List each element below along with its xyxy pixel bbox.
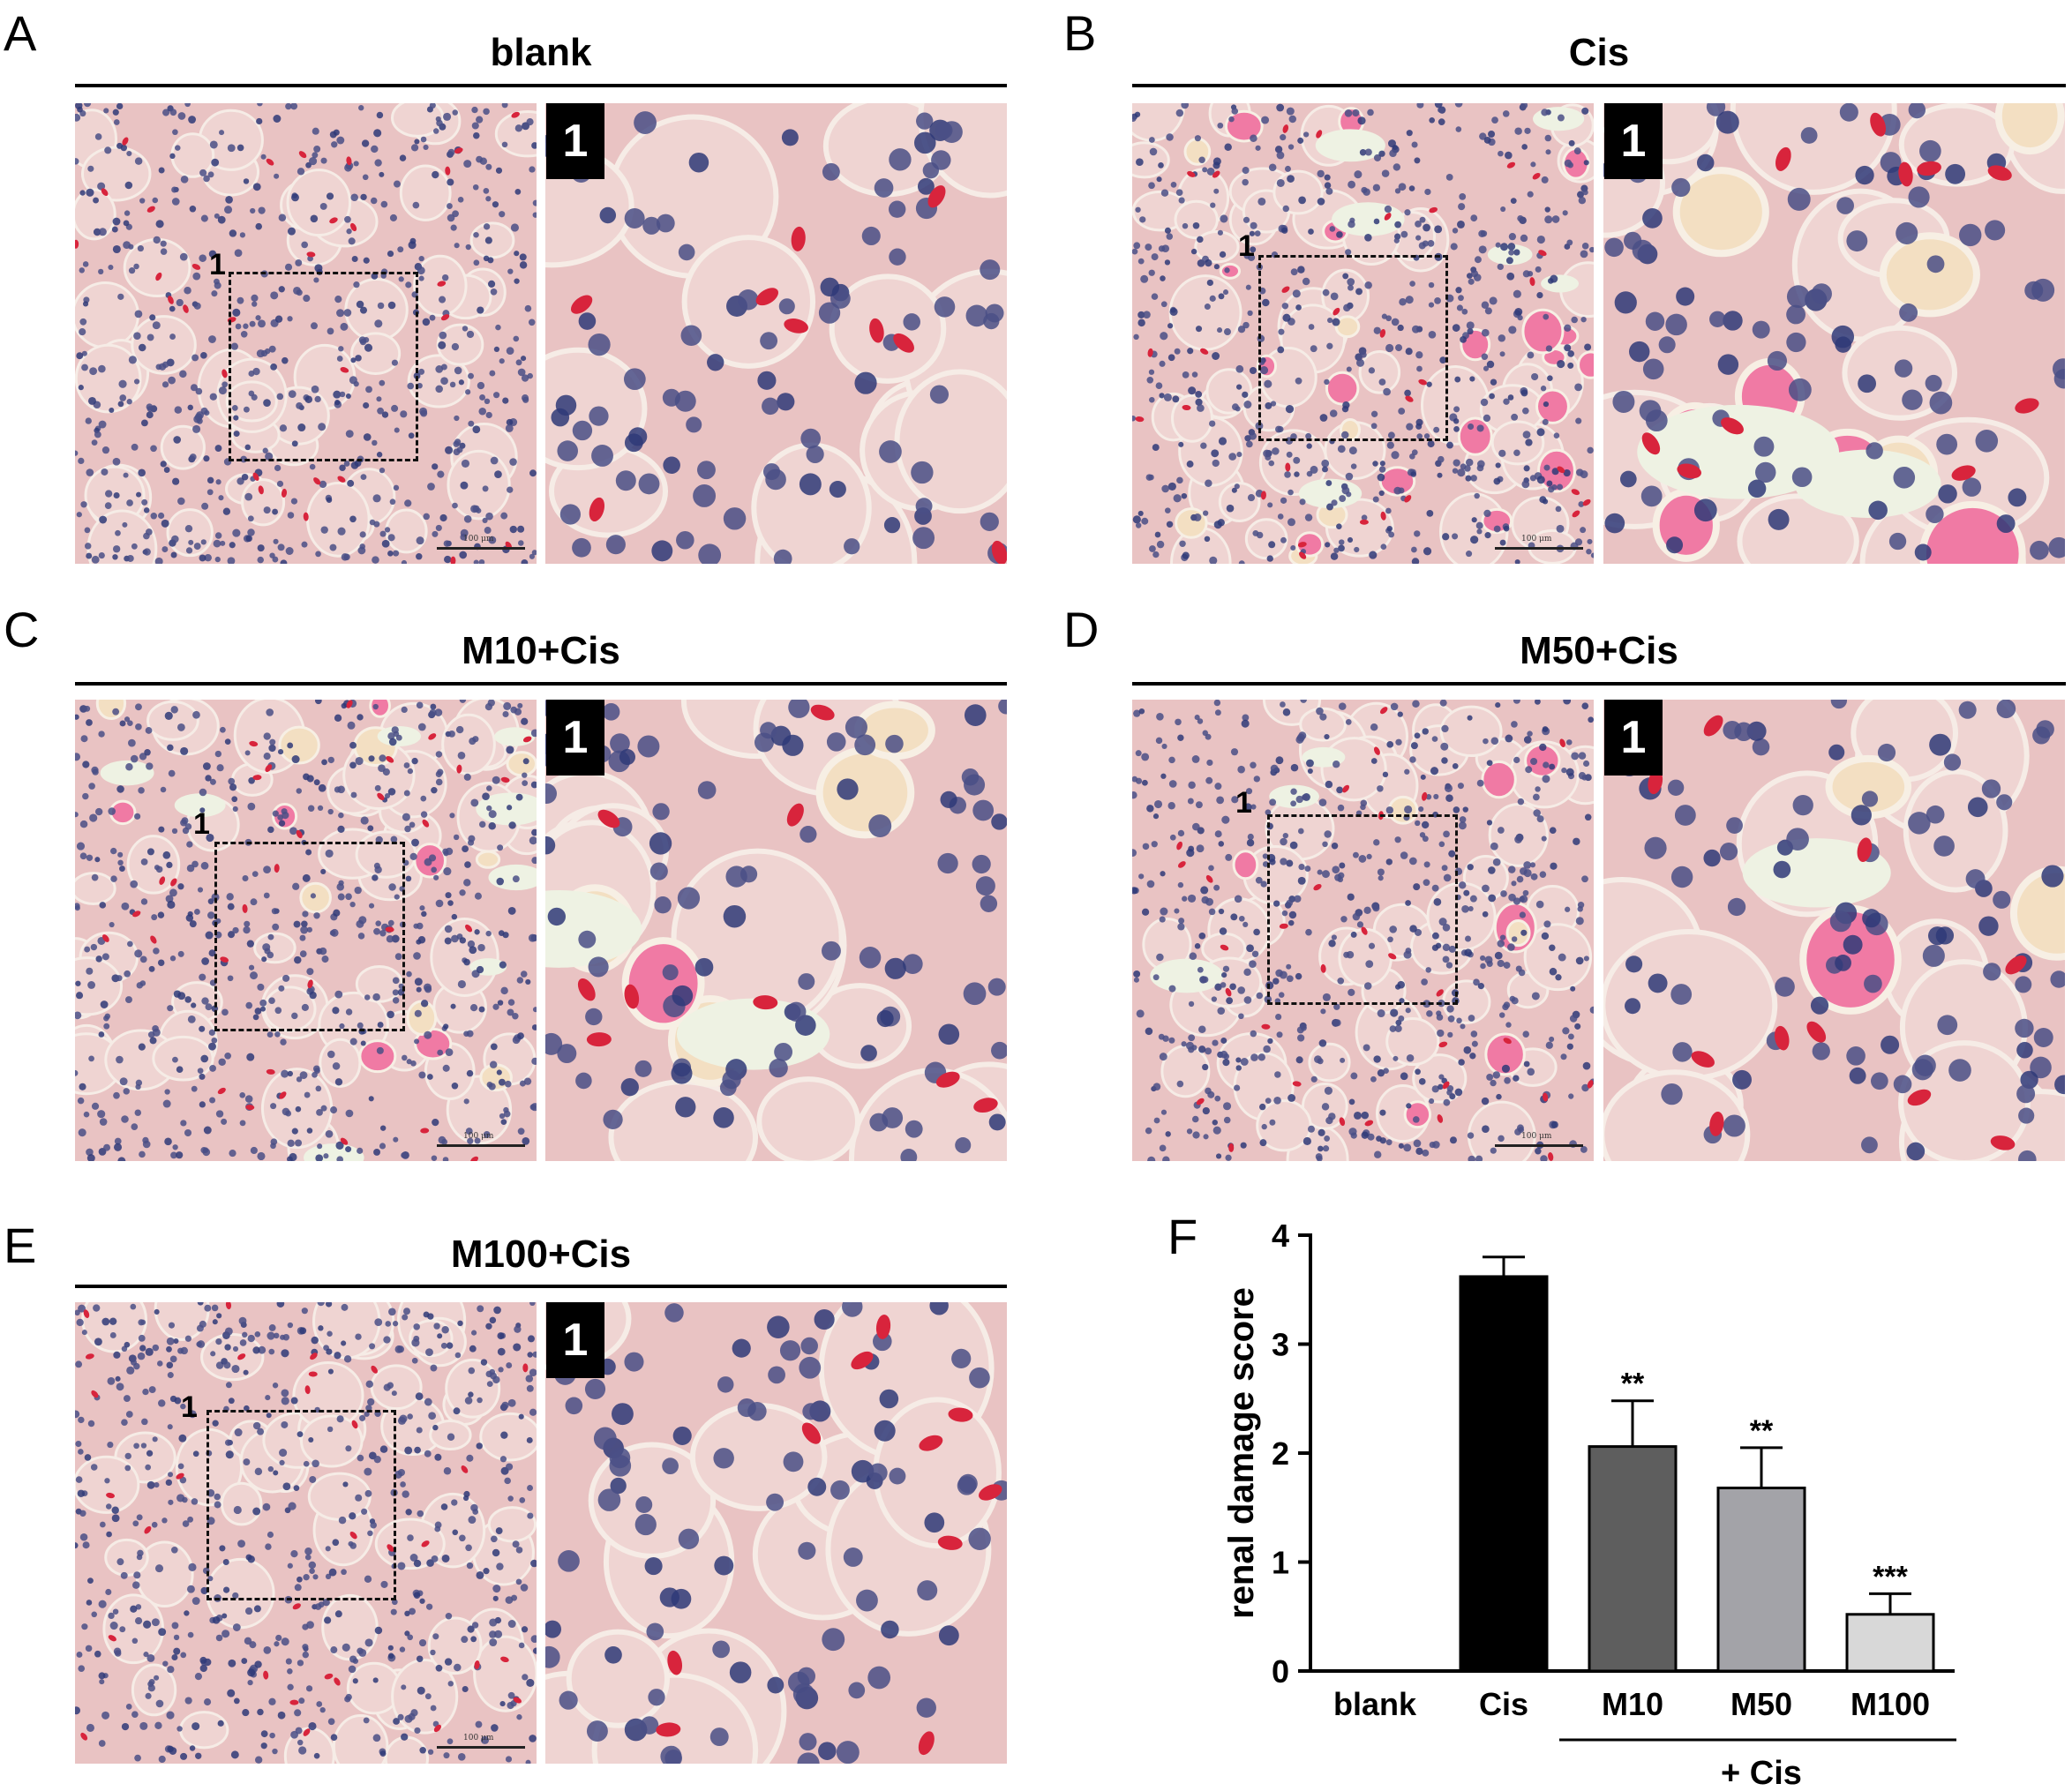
- significance-label: **: [1750, 1414, 1774, 1448]
- inset-label-e: 1: [546, 1302, 604, 1378]
- micrograph-inset-a: [545, 103, 1007, 564]
- bar-m50: [1716, 1487, 1806, 1673]
- roi-label-a: 1: [209, 248, 226, 281]
- x-tick-label: M10: [1602, 1686, 1663, 1722]
- micrograph-overview-d: [1132, 700, 1594, 1161]
- panel-title-a: blank: [490, 31, 592, 74]
- x-tick-label: M100: [1851, 1686, 1930, 1722]
- roi-box-d: [1267, 814, 1458, 1005]
- roi-box-b: [1258, 255, 1448, 441]
- scale-bar-b: [1495, 547, 1583, 550]
- micrograph-inset-d: [1603, 700, 2065, 1161]
- panel-title-e: M100+Cis: [450, 1233, 632, 1276]
- x-tick-label: blank: [1333, 1686, 1417, 1722]
- scale-text-b: 100 μm: [1521, 535, 1552, 543]
- y-tick-label: 1: [1272, 1545, 1289, 1581]
- roi-label-b: 1: [1238, 229, 1255, 263]
- inset-label-b: 1: [1604, 103, 1663, 179]
- title-rule-e: [75, 1285, 1007, 1288]
- scale-bar-e: [437, 1746, 525, 1749]
- y-tick-label: 4: [1272, 1218, 1289, 1254]
- scale-bar-c: [437, 1144, 525, 1147]
- micrograph-overview-a: [75, 103, 537, 564]
- micrograph-overview-b: [1132, 103, 1594, 564]
- group-label: + Cis: [1721, 1755, 1802, 1791]
- micrograph-inset-c: [545, 700, 1007, 1161]
- title-rule-a: [75, 84, 1007, 87]
- x-tick-label: M50: [1730, 1686, 1792, 1722]
- panel-letter-c: C: [4, 602, 40, 657]
- y-axis-label: renal damage score: [1222, 1287, 1261, 1619]
- bar-cis: [1459, 1275, 1549, 1673]
- roi-box-e: [206, 1410, 396, 1600]
- bar-m100: [1845, 1613, 1935, 1673]
- roi-box-c: [214, 842, 405, 1031]
- scale-text-a: 100 μm: [463, 535, 494, 543]
- title-rule-d: [1132, 682, 2066, 686]
- scale-text-d: 100 μm: [1521, 1132, 1552, 1141]
- bar-chart: 0 1 2 3 4 renal damage score blank Cis ** M10 ** M5…: [1222, 1218, 1956, 1791]
- roi-label-d: 1: [1235, 786, 1252, 820]
- inset-label-d: 1: [1604, 700, 1663, 776]
- roi-box-a: [229, 272, 418, 461]
- panel-title-b: Cis: [1568, 31, 1630, 74]
- significance-label: **: [1621, 1368, 1645, 1401]
- panel-title-d: M50+Cis: [1520, 629, 1678, 672]
- scale-text-c: 100 μm: [463, 1132, 494, 1141]
- panel-letter-f: F: [1167, 1209, 1198, 1264]
- bar-m10: [1588, 1445, 1678, 1673]
- panel-letter-a: A: [4, 5, 37, 61]
- panel-title-c: M10+Cis: [462, 629, 620, 672]
- roi-label-c: 1: [193, 807, 210, 841]
- panel-letter-d: D: [1063, 602, 1100, 657]
- scale-text-e: 100 μm: [463, 1734, 494, 1742]
- micrograph-overview-c: [75, 700, 537, 1161]
- micrograph-inset-e: [545, 1302, 1007, 1764]
- panel-letter-e: E: [4, 1218, 37, 1273]
- inset-label-c: 1: [546, 700, 604, 776]
- scale-bar-d: [1495, 1144, 1583, 1147]
- y-tick-label: 0: [1272, 1653, 1289, 1690]
- title-rule-b: [1132, 84, 2066, 87]
- inset-label-a: 1: [546, 103, 604, 179]
- title-rule-c: [75, 682, 1007, 686]
- roi-label-e: 1: [181, 1390, 198, 1424]
- x-tick-label: Cis: [1479, 1686, 1528, 1722]
- scale-bar-a: [437, 547, 525, 550]
- panel-letter-b: B: [1063, 5, 1097, 61]
- y-tick-label: 3: [1272, 1327, 1289, 1363]
- significance-label: ***: [1873, 1560, 1908, 1593]
- y-tick-label: 2: [1272, 1435, 1289, 1472]
- micrograph-inset-b: [1603, 103, 2065, 564]
